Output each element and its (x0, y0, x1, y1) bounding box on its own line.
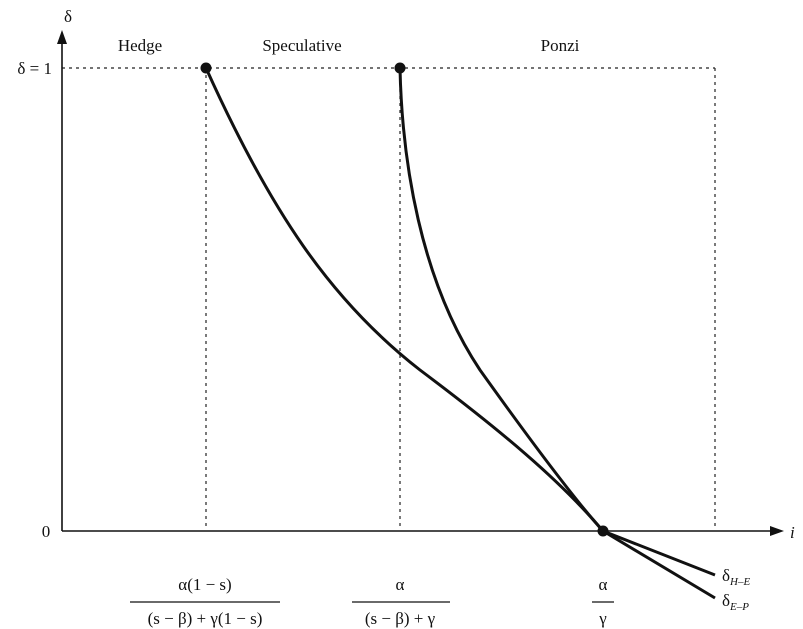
point (394, 62, 406, 74)
y-axis-label: δ (64, 7, 72, 26)
y-arrow (57, 30, 67, 44)
curve-subscript: E–P (729, 601, 749, 613)
x-axis-label: i (790, 523, 795, 542)
curve-e-p (398, 67, 716, 600)
region-label: Ponzi (541, 36, 580, 55)
denominator: (s − β) + γ(1 − s) (148, 609, 263, 628)
x-label: α(1 − s) (s − β) + γ(1 − s) (130, 575, 280, 628)
denominator: γ (598, 609, 607, 628)
axes (57, 30, 784, 536)
curve-h-e (204, 67, 716, 577)
numerator: α(1 − s) (178, 575, 231, 594)
point (597, 525, 609, 537)
region-label: Hedge (118, 36, 162, 55)
x-label: α (s − β) + γ (352, 575, 450, 628)
x-arrow (770, 526, 784, 536)
origin-label: 0 (42, 522, 51, 541)
x-label: α γ (592, 575, 614, 628)
numerator: α (396, 575, 405, 594)
curve-label: δE–P (722, 591, 749, 613)
guides (62, 67, 716, 530)
curve-symbol: δ (722, 591, 730, 610)
point (200, 62, 212, 74)
numerator: α (599, 575, 608, 594)
denominator: (s − β) + γ (365, 609, 436, 628)
curve-symbol: δ (722, 566, 730, 585)
region-label: Speculative (262, 36, 341, 55)
curve-label: δH–E (722, 566, 750, 588)
y-top-label: δ = 1 (17, 59, 52, 78)
curve-subscript: H–E (729, 576, 750, 588)
